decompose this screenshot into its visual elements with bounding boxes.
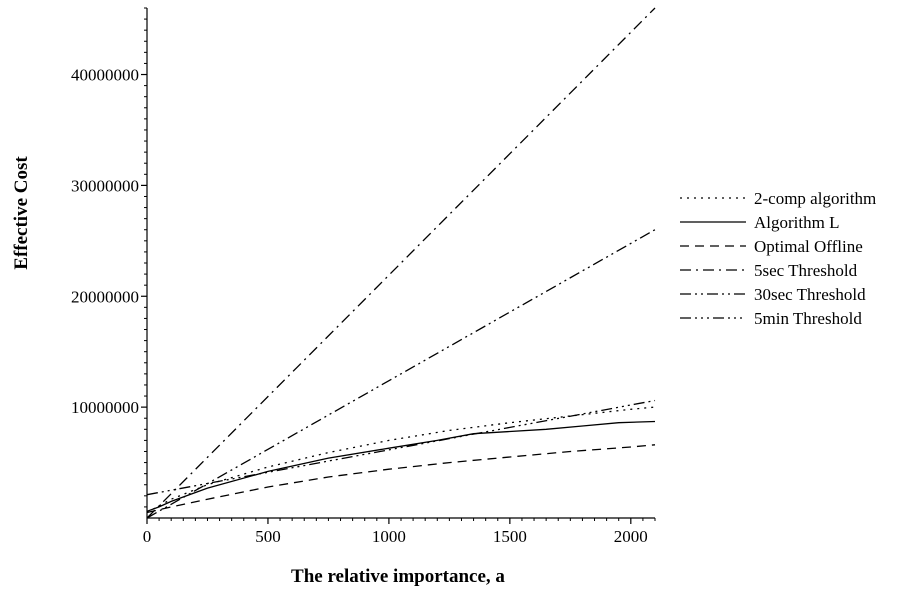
- series-layer: [146, 7, 656, 519]
- legend-label: Optimal Offline: [754, 237, 863, 256]
- series-line-optimal-offline: [146, 444, 656, 514]
- x-tick-label: 2000: [614, 527, 648, 546]
- y-tick-label: 30000000: [71, 176, 139, 195]
- y-tick-label: 20000000: [71, 287, 139, 306]
- legend-label: Algorithm L: [754, 213, 839, 232]
- legend-item-5min-threshold: 5min Threshold: [680, 309, 862, 328]
- legend-label: 30sec Threshold: [754, 285, 866, 304]
- legend-label: 5min Threshold: [754, 309, 862, 328]
- y-major-ticks: 10000000 20000000 30000000 40000000: [71, 66, 147, 417]
- x-minor-ticks: [158, 518, 656, 521]
- series-line-5min-threshold: [146, 399, 656, 496]
- legend-label: 2-comp algorithm: [754, 189, 876, 208]
- x-tick-label: 500: [255, 527, 281, 546]
- plot-area: 10000000 20000000 30000000 40000000 0 500 100…: [71, 7, 656, 546]
- x-tick-label: 1000: [372, 527, 406, 546]
- legend-item-optimal-offline: Optimal Offline: [680, 237, 863, 256]
- y-minor-ticks: [144, 7, 147, 508]
- legend-label: 5sec Threshold: [754, 261, 858, 280]
- legend-item-30sec-threshold: 30sec Threshold: [680, 285, 866, 304]
- series-line-2-comp-algorithm: [146, 406, 656, 514]
- legend: 2-comp algorithm Algorithm L Optimal Offli…: [680, 189, 876, 328]
- x-tick-label: 1500: [493, 527, 527, 546]
- x-axis-title: The relative importance, a: [291, 566, 505, 587]
- series-line-5sec-threshold: [146, 7, 656, 519]
- series-line-algorithm-l: [146, 420, 656, 512]
- legend-item-algorithm-l: Algorithm L: [680, 213, 839, 232]
- legend-item-2-comp-algorithm: 2-comp algorithm: [680, 189, 876, 208]
- y-tick-label: 40000000: [71, 66, 139, 85]
- x-tick-label: 0: [143, 527, 152, 546]
- x-major-ticks: 0 500 1000 1500 2000: [143, 518, 648, 546]
- series-line-30sec-threshold: [146, 229, 656, 519]
- y-tick-label: 10000000: [71, 398, 139, 417]
- axes-layer: 10000000 20000000 30000000 40000000 0 500 100…: [71, 7, 656, 546]
- legend-item-5sec-threshold: 5sec Threshold: [680, 261, 858, 280]
- y-axis-title: Effective Cost: [11, 156, 32, 270]
